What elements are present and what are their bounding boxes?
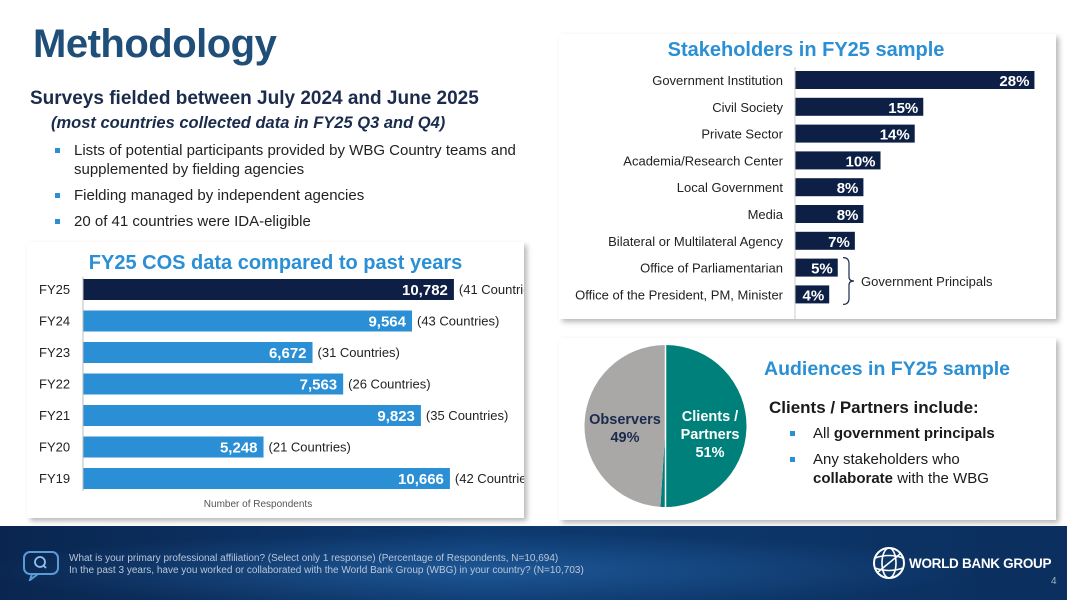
stakeholder-value-label: 8% <box>837 180 859 197</box>
respondents-category-label: FY23 <box>39 345 70 360</box>
stakeholder-value-label: 5% <box>811 261 833 278</box>
respondents-country-annotation: (21 Countries) <box>269 440 351 455</box>
respondents-country-annotation: (26 Countries) <box>348 377 430 392</box>
respondents-country-annotation: (31 Countries) <box>318 345 400 360</box>
audiences-pie-chart: Clients / Partners 51% Observers 49% <box>584 345 747 507</box>
respondents-bar <box>83 310 413 332</box>
stakeholder-value-label: 14% <box>880 127 910 144</box>
page-title: Methodology <box>33 22 277 66</box>
stakeholder-category-label: Local Government <box>677 180 784 195</box>
stakeholder-category-label: Academia/Research Center <box>623 153 783 168</box>
respondents-bar <box>83 468 450 489</box>
stakeholder-value-label: 15% <box>888 100 918 117</box>
survey-heading: Surveys fielded between July 2024 and Ju… <box>30 88 479 109</box>
clients-slice-name: Clients / <box>682 409 738 425</box>
clients-slice-name-line2: Partners <box>681 427 740 443</box>
respondents-bar <box>83 436 264 458</box>
respondents-bar <box>83 342 313 363</box>
footer-question-2: In the past 3 years, have you worked or … <box>69 565 584 576</box>
respondents-axis-title: Number of Respondents <box>204 499 312 510</box>
stakeholder-value-label: 7% <box>828 234 850 251</box>
stakeholders-chart: Government Institution 28% Civil Society 15… <box>575 67 1035 319</box>
audience-pie-slice <box>584 345 666 507</box>
respondents-value-label: 10,666 <box>398 471 444 488</box>
respondents-category-label: FY22 <box>39 377 70 392</box>
respondents-category-label: FY24 <box>39 314 70 329</box>
stakeholder-category-label: Private Sector <box>701 127 783 142</box>
brand-name: WORLD BANK GROUP <box>909 556 1052 571</box>
survey-bullet: Lists of potential participants provided… <box>55 141 525 179</box>
stakeholders-panel: Stakeholders in FY25 sample Government I… <box>559 34 1056 319</box>
world-bank-globe-icon <box>873 547 905 579</box>
respondents-bar <box>83 373 344 395</box>
stakeholder-bar <box>795 205 864 223</box>
footer-question-1: What is your primary professional affili… <box>69 553 559 564</box>
respondents-country-annotation: (35 Countries) <box>426 408 508 423</box>
audiences-bullet: All government principals <box>790 424 1040 443</box>
stakeholder-value-label: 8% <box>837 207 859 224</box>
stakeholder-bar <box>795 231 855 250</box>
stakeholder-bar <box>795 71 1035 89</box>
respondents-country-annotation: (43 Countries) <box>417 314 499 329</box>
stakeholder-category-label: Government Institution <box>652 73 783 88</box>
survey-bullets: Lists of potential participants provided… <box>55 141 525 238</box>
stakeholder-value-label: 28% <box>999 73 1029 90</box>
audiences-bullets: All government principals Any stakeholde… <box>790 424 1040 495</box>
respondents-bar <box>83 279 454 300</box>
survey-subheading: (most countries collected data in FY25 Q… <box>51 114 446 132</box>
respondents-category-label: FY21 <box>39 408 70 423</box>
respondents-panel: FY25 COS data compared to past years FY2… <box>27 242 524 518</box>
respondents-chart-title: FY25 COS data compared to past years <box>88 252 463 274</box>
footer-questions: What is your primary professional affili… <box>69 553 584 577</box>
respondents-value-label: 5,248 <box>220 440 258 457</box>
observers-slice-name: Observers <box>589 412 661 428</box>
stakeholder-category-label: Civil Society <box>712 100 783 115</box>
audience-pie-slice <box>660 345 747 507</box>
stakeholder-category-label: Bilateral or Multilateral Agency <box>608 234 783 249</box>
respondents-country-annotation: (41 Countries) <box>459 282 524 297</box>
stakeholder-category-label: Office of Parliamentarian <box>640 261 783 276</box>
respondents-category-label: FY19 <box>39 471 70 486</box>
stakeholders-chart-title: Stakeholders in FY25 sample <box>667 39 945 61</box>
stakeholder-bar <box>795 258 838 277</box>
respondents-value-label: 7,563 <box>300 377 338 394</box>
stakeholder-value-label: 10% <box>845 153 875 170</box>
respondents-value-label: 9,823 <box>377 408 415 425</box>
government-principals-bracket <box>842 257 855 305</box>
stakeholder-bar <box>795 151 881 170</box>
audiences-bullet: Any stakeholders who collaborate with th… <box>790 450 1040 488</box>
stakeholder-bar <box>795 285 830 304</box>
respondents-bar <box>83 405 421 426</box>
stakeholder-category-label: Media <box>748 207 784 222</box>
audiences-panel: Clients / Partners 51% Observers 49% <box>559 338 1056 520</box>
respondents-category-label: FY25 <box>39 282 70 297</box>
audiences-chart-title: Audiences in FY25 sample <box>764 358 1011 380</box>
stakeholder-value-label: 4% <box>803 287 825 304</box>
stakeholder-bar <box>795 97 924 116</box>
respondents-value-label: 9,564 <box>368 314 406 331</box>
stakeholder-bar <box>795 178 864 197</box>
stakeholder-bar <box>795 124 915 143</box>
respondents-value-label: 6,672 <box>269 345 307 362</box>
respondents-value-label: 10,782 <box>402 282 448 299</box>
respondents-category-label: FY20 <box>39 440 70 455</box>
government-principals-label: Government Principals <box>861 274 993 289</box>
page-number: 4 <box>1051 576 1057 587</box>
clients-slice-percent: 51% <box>695 445 724 461</box>
survey-bullet: Fielding managed by independent agencies <box>55 186 525 205</box>
respondents-country-annotation: (42 Countries) <box>455 471 524 486</box>
observers-slice-percent: 49% <box>610 430 639 446</box>
question-chat-icon <box>23 551 59 581</box>
audiences-heading: Clients / Partners include: <box>769 398 979 417</box>
stakeholder-category-label: Office of the President, PM, Minister <box>575 287 784 302</box>
footer-band: What is your primary professional affili… <box>0 526 1067 600</box>
survey-bullet: 20 of 41 countries were IDA-eligible <box>55 212 525 231</box>
respondents-chart: FY25 10,782 (41 Countries) FY24 9,564 (43 Cou… <box>39 277 524 510</box>
